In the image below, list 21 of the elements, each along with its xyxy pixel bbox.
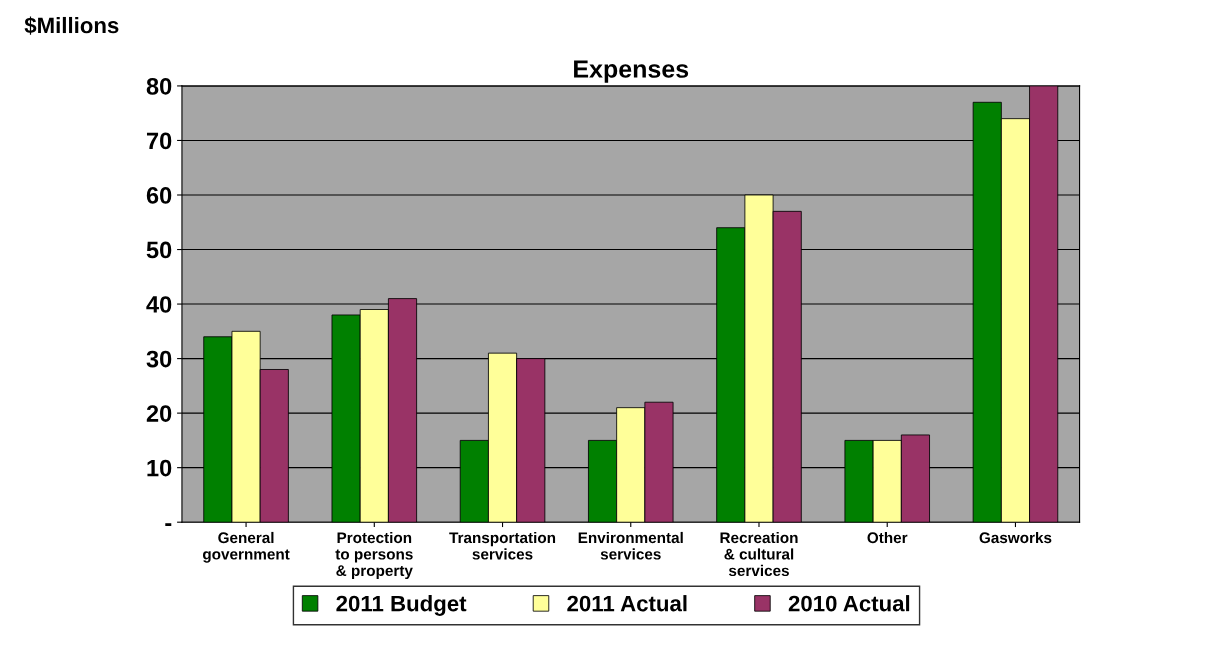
x-tick-label: General government (202, 531, 290, 563)
y-tick-label: 10 (147, 459, 172, 477)
x-tick-label: Environmental services (578, 531, 683, 560)
legend-label: 2011 Budget (336, 595, 467, 616)
x-tick-label: Protection to persons & property (335, 531, 413, 580)
chart-title: Expenses (574, 60, 689, 83)
x-tick-label: Gasworks (979, 531, 1052, 544)
y-tick-label: 70 (146, 132, 172, 150)
x-tick-label: Recreation & cultural services (720, 531, 798, 577)
y-axis-title: $Millions (24, 16, 119, 35)
y-tick-label: 20 (146, 405, 172, 422)
y-tick-label: 30 (146, 350, 172, 368)
y-tick-label: 60 (146, 187, 172, 204)
y-tick-label: 50 (146, 241, 172, 259)
x-tick-label: Transportation services (449, 531, 556, 560)
y-tick-label: 80 (146, 78, 172, 95)
legend-label: 2010 Actual (788, 595, 910, 612)
y-tick-label: 40 (146, 296, 172, 313)
y-tick-label: - (165, 523, 172, 527)
legend-label: 2011 Actual (567, 595, 687, 612)
x-tick-label: Other (867, 531, 908, 544)
